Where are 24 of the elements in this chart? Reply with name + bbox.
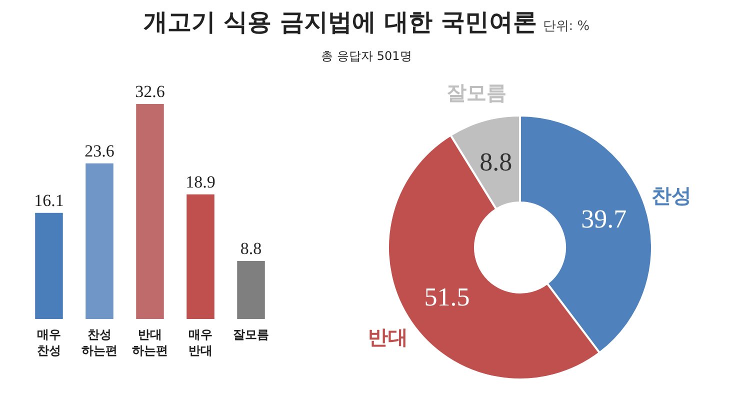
data-label: 51.5 bbox=[424, 282, 470, 312]
x-tick-label: 반대 하는편 bbox=[132, 328, 168, 358]
data-label: 16.1 bbox=[34, 190, 64, 210]
data-label: 8.8 bbox=[480, 147, 512, 176]
data-label: 8.8 bbox=[240, 238, 262, 258]
x-tick-label: 찬성 하는편 bbox=[81, 328, 118, 358]
slice-label: 찬성 bbox=[652, 184, 692, 208]
bar bbox=[237, 260, 265, 319]
bar bbox=[136, 104, 164, 319]
bar bbox=[35, 212, 63, 319]
data-label: 32.6 bbox=[135, 82, 165, 101]
bar bbox=[86, 163, 114, 319]
x-tick-label: 매우 찬성 bbox=[36, 328, 61, 358]
data-label: 18.9 bbox=[186, 172, 216, 192]
text: 단위: % bbox=[542, 19, 590, 34]
slice-label: 잘모름 bbox=[446, 80, 506, 105]
chart-subtitle: 총 응답자 501명 bbox=[320, 48, 413, 65]
data-label: 39.7 bbox=[581, 204, 627, 234]
x-tick-label: 잘모름 bbox=[233, 328, 270, 342]
chart-title: 개고기 식용 금지법에 대한 국민여론 bbox=[143, 8, 537, 36]
data-label: 23.6 bbox=[84, 141, 114, 160]
slice-label: 반대 bbox=[368, 324, 408, 349]
bar bbox=[186, 194, 214, 319]
x-tick-label: 매우 반대 bbox=[188, 328, 213, 358]
